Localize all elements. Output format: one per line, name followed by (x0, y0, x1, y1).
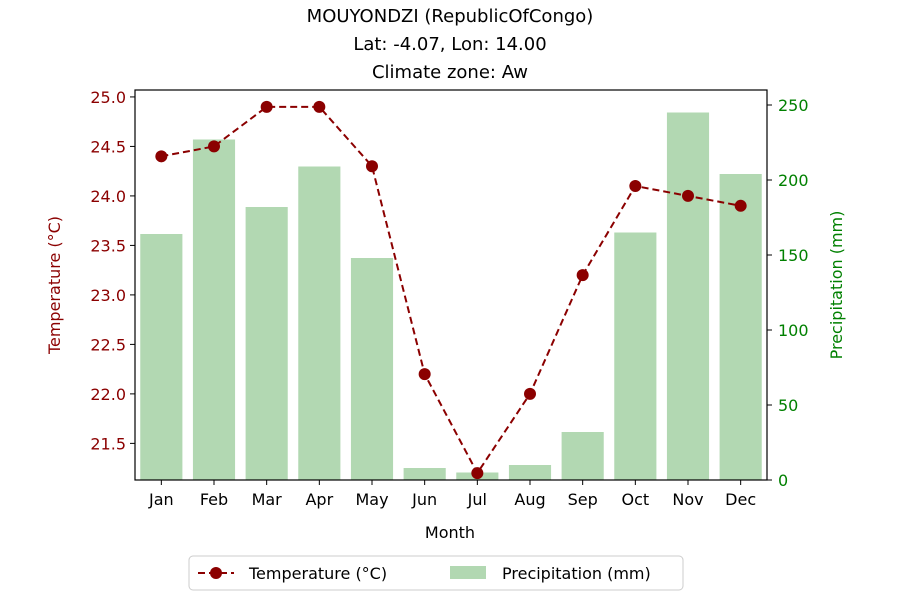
temperature-point-feb (208, 140, 220, 153)
x-tick-label: Aug (514, 490, 545, 509)
precipitation-bar-jun (403, 468, 446, 480)
temperature-line (161, 105, 741, 476)
temperature-point-jan (155, 150, 168, 163)
temperature-point-apr (313, 100, 326, 113)
precipitation-bar-oct (614, 232, 657, 480)
x-tick-label: Jun (411, 490, 437, 509)
x-tick-label: Dec (725, 490, 756, 509)
precipitation-bar-nov (666, 112, 710, 480)
temperature-point-nov (682, 189, 694, 202)
x-tick-label: Nov (672, 490, 703, 509)
y-left-tick-label: 23.5 (90, 236, 126, 255)
y-right-tick-label: 150 (778, 246, 809, 265)
temperature-point-sep (576, 269, 589, 282)
y-right-tick-label: 50 (778, 396, 798, 415)
title-line-2: Lat: -4.07, Lon: 14.00 (353, 34, 546, 55)
x-tick-label: Mar (252, 490, 283, 509)
y-left-tick-label: 24.5 (90, 137, 126, 156)
x-tick-label: Feb (200, 490, 228, 509)
precipitation-bar-may (350, 258, 394, 480)
x-axis: Jan Feb Mar Apr May Jun Jul Aug Sep Oct Nov Dec (148, 480, 756, 509)
y-right-tick-label: 200 (778, 171, 809, 190)
legend-label-temperature: Temperature (°C) (248, 564, 387, 583)
y-axis-left: 21.5 22.0 22.5 23.0 23.5 24.0 24.5 25.0 (90, 88, 135, 453)
temperature-point-jul (471, 467, 484, 480)
temperature-point-aug (524, 387, 536, 400)
legend-precipitation-swatch (450, 566, 486, 579)
legend: Temperature (°C) Precipitation (mm) (188, 555, 684, 591)
precipitation-bar-apr (298, 166, 341, 480)
x-axis-label: Month (425, 523, 475, 542)
legend-label-precipitation: Precipitation (mm) (502, 564, 651, 583)
precipitation-bar-mar (245, 207, 288, 480)
y-axis-left-label: Temperature (°C) (45, 216, 64, 355)
x-tick-label: Oct (621, 490, 649, 509)
precipitation-bars (140, 112, 762, 480)
y-left-tick-label: 22.0 (90, 385, 126, 404)
x-tick-label: May (355, 490, 388, 509)
legend-temperature-marker (210, 567, 222, 579)
temperature-point-dec (734, 199, 747, 212)
x-tick-label: Jul (467, 490, 487, 509)
x-tick-label: Apr (305, 490, 333, 509)
y-left-tick-label: 24.0 (90, 187, 126, 206)
temperature-point-mar (260, 100, 273, 113)
y-left-tick-label: 23.0 (90, 286, 126, 305)
title-line-3: Climate zone: Aw (372, 62, 528, 83)
y-axis-right-label: Precipitation (mm) (827, 211, 846, 360)
chart-title: MOUYONDZI (RepublicOfCongo) Lat: -4.07, … (307, 6, 594, 83)
y-left-tick-label: 21.5 (90, 434, 126, 453)
temperature-point-may (366, 160, 378, 173)
y-right-tick-label: 100 (778, 321, 809, 340)
y-left-tick-label: 22.5 (90, 335, 126, 354)
precipitation-bar-sep (561, 432, 604, 480)
x-tick-label: Jan (148, 490, 174, 509)
temperature-point-jun (418, 368, 431, 381)
y-right-tick-label: 250 (778, 96, 809, 115)
y-right-tick-label: 0 (778, 471, 788, 490)
precipitation-bar-dec (719, 174, 762, 480)
precipitation-bar-feb (192, 139, 236, 480)
plot-border (134, 89, 768, 481)
y-axis-right: 0 50 100 150 200 250 (767, 96, 809, 490)
precipitation-bar-jan (140, 234, 183, 480)
temperature-point-oct (629, 180, 642, 193)
precipitation-bar-aug (508, 465, 552, 480)
temperature-series (155, 100, 747, 480)
x-tick-label: Sep (568, 490, 598, 509)
plot-frame (134, 89, 768, 481)
legend-box (188, 555, 684, 591)
y-left-tick-label: 25.0 (90, 88, 126, 107)
title-line-1: MOUYONDZI (RepublicOfCongo) (307, 6, 594, 27)
